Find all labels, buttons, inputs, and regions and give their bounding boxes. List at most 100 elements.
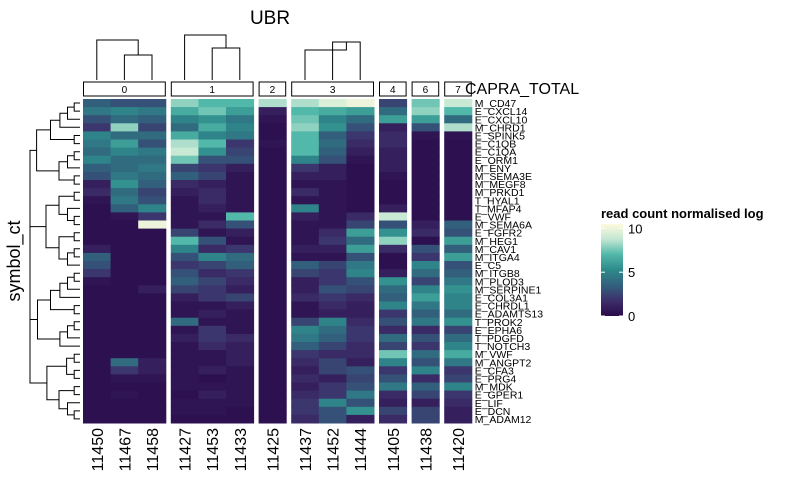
heatmap-cell	[318, 406, 347, 416]
heatmap-cell	[318, 414, 347, 424]
heatmap-cell	[291, 99, 320, 108]
heatmap-cell	[444, 269, 473, 278]
heatmap-cell	[318, 269, 347, 278]
heatmap-cell	[318, 220, 347, 230]
row-label: M_CD47	[475, 98, 517, 110]
heatmap-cell	[258, 155, 287, 165]
legend-ticks: 0 5 10	[601, 221, 642, 324]
row-label: E_COL3A1	[475, 292, 528, 304]
dendrogram-link	[29, 149, 46, 228]
heatmap-cell	[411, 390, 440, 400]
heatmap-cell	[346, 406, 375, 416]
heatmap-cell	[379, 220, 408, 230]
heatmap-cell	[83, 285, 112, 294]
heatmap-cell	[291, 358, 320, 367]
heatmap-cell	[258, 293, 287, 302]
dendrogram-link	[73, 386, 80, 396]
heatmap-cell	[379, 277, 408, 286]
group-strip	[83, 81, 166, 97]
heatmap-cell	[379, 163, 408, 173]
heatmap-cell	[444, 293, 473, 302]
column-label: 11450	[90, 428, 107, 471]
row-label: M_ANGPT2	[475, 357, 532, 369]
heatmap-cell	[411, 115, 440, 124]
heatmap-cell	[291, 147, 320, 157]
heatmap-cell	[444, 333, 473, 343]
heatmap-cell	[138, 99, 167, 108]
dendrogram-link	[73, 135, 80, 145]
legend-title: read count normalised log	[601, 206, 764, 221]
heatmap-cell	[291, 301, 320, 311]
heatmap-cell	[110, 212, 139, 221]
heatmap-cell	[318, 398, 347, 408]
heatmap-cell	[138, 220, 167, 230]
heatmap-cell	[444, 204, 473, 213]
heatmap-cell	[258, 333, 287, 343]
heatmap-cell	[83, 301, 112, 311]
heatmap-cell	[411, 293, 440, 302]
heatmap-cell	[318, 180, 347, 189]
heatmap-cell	[318, 309, 347, 319]
dendrogram-link	[184, 34, 227, 80]
group-annotation-strips: 0 1 2 3 4 6 7	[83, 81, 472, 97]
group-strip-label: 3	[330, 85, 336, 96]
row-labels: M_CD47E_CXCL14E_CXCL10M_CHRD1E_SPINK5E_C…	[475, 98, 543, 426]
heatmap-cell	[258, 325, 287, 335]
heatmap-cell	[444, 366, 473, 375]
dendrogram-link	[58, 236, 75, 260]
heatmap-cell	[170, 277, 199, 286]
row-label: E_C1QB	[475, 139, 516, 151]
heatmap-cell	[198, 277, 227, 286]
heatmap-cell	[170, 293, 199, 302]
heatmap-cell	[138, 131, 167, 140]
heatmap-cell	[226, 293, 255, 302]
heatmap-cell	[411, 163, 440, 173]
heatmap-cell	[138, 107, 167, 116]
dendrogram-link	[96, 39, 139, 80]
heatmap-cell	[170, 131, 199, 140]
heatmap-cell	[346, 277, 375, 286]
heatmap-cell	[83, 317, 112, 327]
heatmap-cell	[170, 414, 199, 424]
heatmap-cell	[110, 358, 139, 367]
heatmap-cell	[318, 99, 347, 108]
heatmap-cell	[379, 147, 408, 157]
heatmap-cell	[318, 358, 347, 367]
heatmap-cell	[411, 131, 440, 140]
row-label: M_ADAM12	[475, 414, 532, 426]
heatmap-cell	[138, 252, 167, 262]
heatmap-cell	[318, 342, 347, 351]
row-label: T_PDGFD	[475, 333, 524, 345]
heatmap-cell	[226, 196, 255, 205]
heatmap-cell	[258, 131, 287, 140]
heatmap-cell	[291, 390, 320, 400]
heatmap-cell	[198, 147, 227, 157]
dendrogram-link	[59, 282, 80, 298]
heatmap-cell	[170, 220, 199, 230]
heatmap-cell	[258, 309, 287, 319]
heatmap-cell	[83, 342, 112, 351]
heatmap-cell	[110, 115, 139, 124]
heatmap-cell	[226, 131, 255, 140]
heatmap-cell	[379, 317, 408, 327]
heatmap-cell	[83, 228, 112, 238]
heatmap-cell	[444, 139, 473, 149]
heatmap-cell	[411, 139, 440, 149]
heatmap-cell	[226, 204, 255, 213]
heatmap-cell	[170, 180, 199, 189]
heatmap-cell	[198, 285, 227, 294]
heatmap-cell	[379, 180, 408, 189]
heatmap-cell	[379, 414, 408, 424]
heatmap-cell	[346, 317, 375, 327]
heatmap-cell	[346, 99, 375, 108]
heatmap-cell	[226, 269, 255, 278]
heatmap-cell	[444, 163, 473, 173]
heatmap-cell	[198, 204, 227, 213]
heatmap-cell	[226, 188, 255, 197]
heatmap-cell	[379, 204, 408, 213]
column-label: 11405	[386, 428, 403, 471]
heatmap-cell	[83, 358, 112, 367]
heatmap-cell	[83, 333, 112, 343]
heatmap-cell	[379, 366, 408, 375]
heatmap-cell	[411, 204, 440, 213]
